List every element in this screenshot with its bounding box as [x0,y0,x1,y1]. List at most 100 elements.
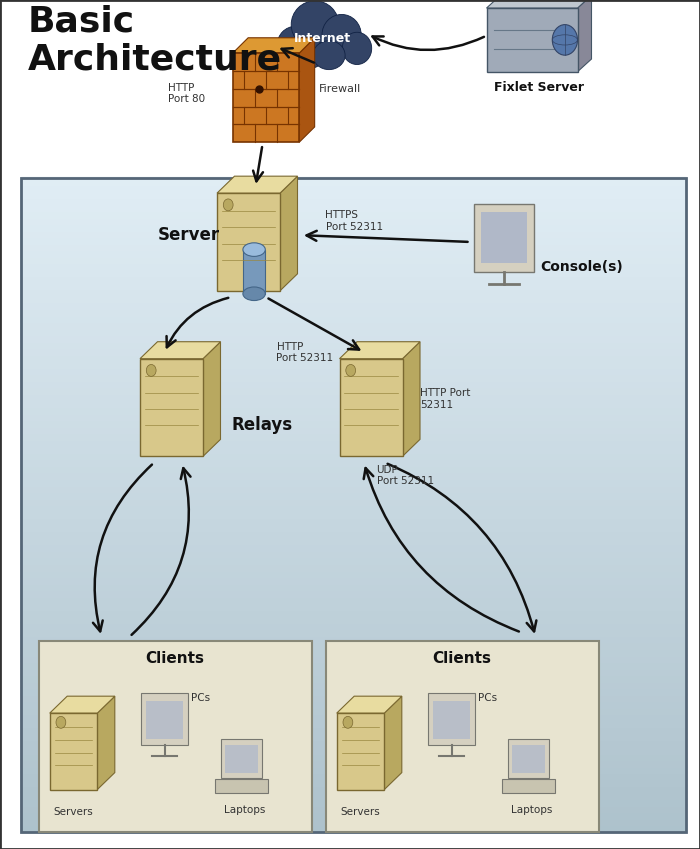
Circle shape [343,717,353,728]
Bar [21,203,686,211]
Polygon shape [578,0,592,72]
Bar [21,523,686,531]
Bar [21,477,686,486]
Bar [21,438,686,447]
Bar [21,556,686,564]
Polygon shape [300,37,315,143]
Bar [21,503,686,512]
Bar [21,216,686,224]
FancyBboxPatch shape [428,693,475,745]
FancyBboxPatch shape [217,194,280,290]
Bar [21,334,686,341]
Ellipse shape [291,1,339,48]
Polygon shape [508,739,549,778]
Bar [21,295,686,302]
Bar [21,732,686,740]
FancyBboxPatch shape [216,779,267,793]
Text: Firewall: Firewall [318,84,360,94]
Bar [21,301,686,309]
FancyArrowPatch shape [364,468,519,632]
FancyBboxPatch shape [50,713,97,790]
FancyBboxPatch shape [503,779,554,793]
Text: Fixlet Server: Fixlet Server [494,81,584,93]
Bar [21,458,686,466]
FancyBboxPatch shape [340,358,402,457]
Bar [21,772,686,779]
Bar [21,425,686,433]
Polygon shape [203,341,220,457]
Bar [21,706,686,714]
Bar [21,654,686,662]
Bar [21,641,686,649]
Polygon shape [50,696,115,713]
Polygon shape [97,696,115,790]
Bar [21,510,686,518]
Text: Server: Server [158,226,220,245]
Bar [21,307,686,316]
Text: HTTP
Port 80: HTTP Port 80 [168,82,205,104]
Ellipse shape [322,14,361,55]
Bar [21,242,686,250]
Bar [21,549,686,558]
FancyBboxPatch shape [140,358,203,457]
Polygon shape [232,37,315,53]
FancyBboxPatch shape [486,8,578,72]
Bar [21,346,686,355]
Text: Internet: Internet [293,31,351,45]
Bar [21,281,686,290]
Bar [21,700,686,708]
Bar [21,680,686,689]
Polygon shape [221,739,262,778]
Circle shape [146,364,156,376]
Bar [21,778,686,786]
Bar [21,608,686,616]
Text: Servers: Servers [54,807,93,817]
FancyBboxPatch shape [480,212,528,263]
Bar [21,196,686,205]
Text: Architecture: Architecture [28,42,282,76]
Text: Clients: Clients [433,651,491,666]
Bar [21,445,686,453]
Bar [21,392,686,401]
Bar [21,314,686,322]
Bar [21,687,686,694]
Bar [21,615,686,623]
FancyArrowPatch shape [93,464,152,632]
Bar [21,818,686,825]
Bar [21,516,686,525]
Bar [21,791,686,800]
Bar [21,562,686,571]
Bar [21,576,686,583]
Bar [21,484,686,492]
Bar [21,647,686,655]
Bar [21,621,686,629]
Bar [21,189,686,198]
Polygon shape [340,341,420,358]
Bar [21,798,686,806]
Bar [21,275,686,283]
Bar [21,470,686,479]
Text: Relays: Relays [232,415,293,434]
Bar [21,360,686,368]
Bar [21,601,686,610]
Text: HTTPS
Port 52311: HTTPS Port 52311 [326,210,383,232]
Bar [21,595,686,603]
Polygon shape [384,696,402,790]
FancyBboxPatch shape [433,700,470,739]
Text: Basic: Basic [28,4,135,38]
Polygon shape [280,177,298,290]
Text: HTTP
Port 52311: HTTP Port 52311 [276,341,334,363]
Bar [21,661,686,669]
Bar [21,222,686,231]
Bar [21,327,686,335]
Ellipse shape [277,26,314,64]
Bar [21,209,686,217]
FancyBboxPatch shape [38,641,312,832]
Bar [21,464,686,472]
Bar [21,178,686,832]
Bar [21,784,686,793]
Bar [21,255,686,263]
Circle shape [552,25,578,55]
FancyArrowPatch shape [167,298,228,347]
Bar [21,399,686,408]
